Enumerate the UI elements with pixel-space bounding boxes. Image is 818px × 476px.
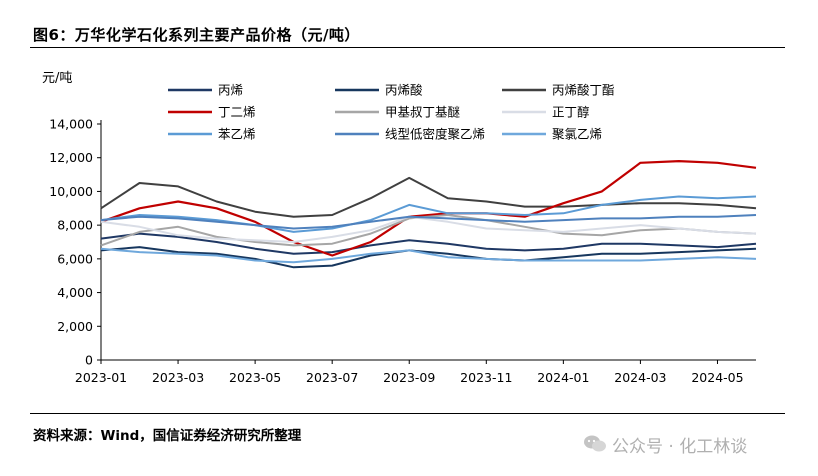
y-tick-label: 8,000 (57, 218, 93, 233)
y-tick-label: 10,000 (49, 184, 93, 199)
watermark-text: 公众号 · 化工林谈 (612, 437, 748, 457)
x-tick-label: 2023-03 (152, 370, 204, 385)
legend-label: 苯乙烯 (218, 127, 256, 142)
legend-label: 正丁醇 (552, 105, 590, 120)
series-line-6 (100, 215, 757, 243)
series-line-7 (100, 195, 757, 233)
legend-label: 丁二烯 (218, 105, 256, 120)
source-note: 资料来源：Wind，国信证券经济研究所整理 (33, 428, 302, 444)
series-line-9 (100, 247, 757, 264)
series-line-4 (100, 160, 757, 257)
legend-label: 线型低密度聚乙烯 (385, 127, 485, 142)
series-line-8 (100, 214, 757, 230)
y-tick-label: 2,000 (57, 319, 93, 334)
title-rule (30, 47, 785, 48)
series-layer (100, 160, 757, 269)
legend-label: 丙烯酸 (385, 83, 423, 98)
x-tick-label: 2023-07 (306, 370, 358, 385)
y-tick-label: 6,000 (57, 251, 93, 266)
x-tick-label: 2024-03 (614, 370, 666, 385)
y-tick-label: 4,000 (57, 285, 93, 300)
x-tick-label: 2023-09 (383, 370, 435, 385)
x-tick-label: 2023-05 (229, 370, 281, 385)
axes: 0 2,000 4,000 6,000 8,000 10,000 12,000 14,000 2… (49, 117, 756, 385)
wechat-icon (584, 435, 606, 452)
x-tick-label: 2024-01 (537, 370, 589, 385)
source-rule (30, 413, 785, 414)
legend-label: 聚氯乙烯 (552, 127, 602, 142)
y-tick-label: 14,000 (49, 117, 93, 132)
x-tick-label: 2023-11 (460, 370, 512, 385)
legend-label: 丙烯酸丁酯 (552, 83, 615, 98)
x-tick-label: 2023-01 (75, 370, 127, 385)
series-line-2 (100, 246, 757, 269)
y-tick-label: 0 (85, 353, 93, 368)
legend-label: 丙烯 (218, 83, 243, 98)
series-line-3 (100, 176, 757, 218)
legend-label: 甲基叔丁基醚 (385, 105, 461, 120)
x-tick-label: 2024-05 (691, 370, 743, 385)
y-axis-label: 元/吨 (42, 71, 72, 86)
y-tick-label: 12,000 (49, 150, 93, 165)
series-line-1 (100, 232, 757, 255)
chart-title: 图6：万华化学石化系列主要产品价格（元/吨） (33, 26, 360, 44)
